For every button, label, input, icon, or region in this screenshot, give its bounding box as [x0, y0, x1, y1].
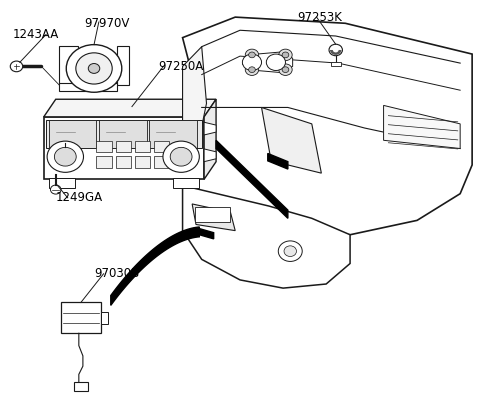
Bar — [154, 156, 169, 168]
Bar — [48, 120, 96, 147]
Bar — [59, 46, 78, 85]
Bar — [48, 178, 75, 188]
Circle shape — [282, 52, 289, 58]
Circle shape — [66, 44, 122, 92]
Bar — [46, 120, 202, 147]
Circle shape — [278, 241, 302, 262]
Bar — [60, 302, 101, 333]
Polygon shape — [268, 153, 288, 169]
Circle shape — [249, 52, 255, 58]
Circle shape — [266, 54, 286, 70]
Circle shape — [249, 67, 255, 73]
Polygon shape — [262, 108, 322, 173]
Bar — [101, 312, 108, 324]
Circle shape — [54, 147, 76, 166]
Bar — [194, 207, 230, 222]
Text: 97970V: 97970V — [84, 17, 130, 30]
Text: 97250A: 97250A — [158, 60, 204, 73]
Circle shape — [242, 54, 262, 70]
Circle shape — [279, 49, 292, 61]
Bar — [116, 141, 131, 152]
Polygon shape — [384, 105, 460, 148]
Circle shape — [279, 64, 292, 75]
Bar — [116, 156, 131, 168]
Polygon shape — [111, 227, 199, 305]
Polygon shape — [182, 17, 472, 235]
Circle shape — [10, 61, 23, 72]
Circle shape — [88, 63, 100, 73]
Bar — [59, 83, 117, 91]
Polygon shape — [192, 204, 235, 231]
Bar — [173, 178, 199, 188]
Bar — [331, 62, 340, 66]
Circle shape — [50, 185, 61, 194]
Circle shape — [47, 141, 84, 172]
Bar — [99, 120, 147, 147]
Bar — [96, 141, 112, 152]
Polygon shape — [204, 149, 216, 162]
Circle shape — [284, 246, 297, 257]
Text: 1243AA: 1243AA — [12, 28, 59, 41]
Circle shape — [245, 64, 259, 75]
Bar — [135, 141, 150, 152]
Polygon shape — [242, 52, 293, 73]
Polygon shape — [199, 229, 214, 239]
Polygon shape — [204, 122, 216, 135]
Polygon shape — [182, 185, 350, 288]
Bar — [73, 382, 88, 391]
Circle shape — [245, 49, 259, 61]
Circle shape — [170, 147, 192, 166]
Text: 1249GA: 1249GA — [56, 191, 103, 204]
Circle shape — [282, 67, 289, 73]
Polygon shape — [216, 140, 288, 218]
Bar — [135, 156, 150, 168]
Bar — [149, 120, 197, 147]
Bar — [154, 141, 169, 152]
Text: 97253K: 97253K — [298, 11, 342, 23]
Circle shape — [329, 44, 342, 56]
Circle shape — [76, 53, 112, 84]
Polygon shape — [182, 47, 206, 145]
Text: 97030B: 97030B — [94, 267, 139, 280]
Polygon shape — [44, 99, 216, 117]
Wedge shape — [330, 50, 341, 55]
Polygon shape — [44, 117, 204, 179]
Polygon shape — [204, 99, 216, 179]
Bar — [117, 46, 129, 85]
Bar — [96, 156, 112, 168]
Circle shape — [163, 141, 199, 172]
